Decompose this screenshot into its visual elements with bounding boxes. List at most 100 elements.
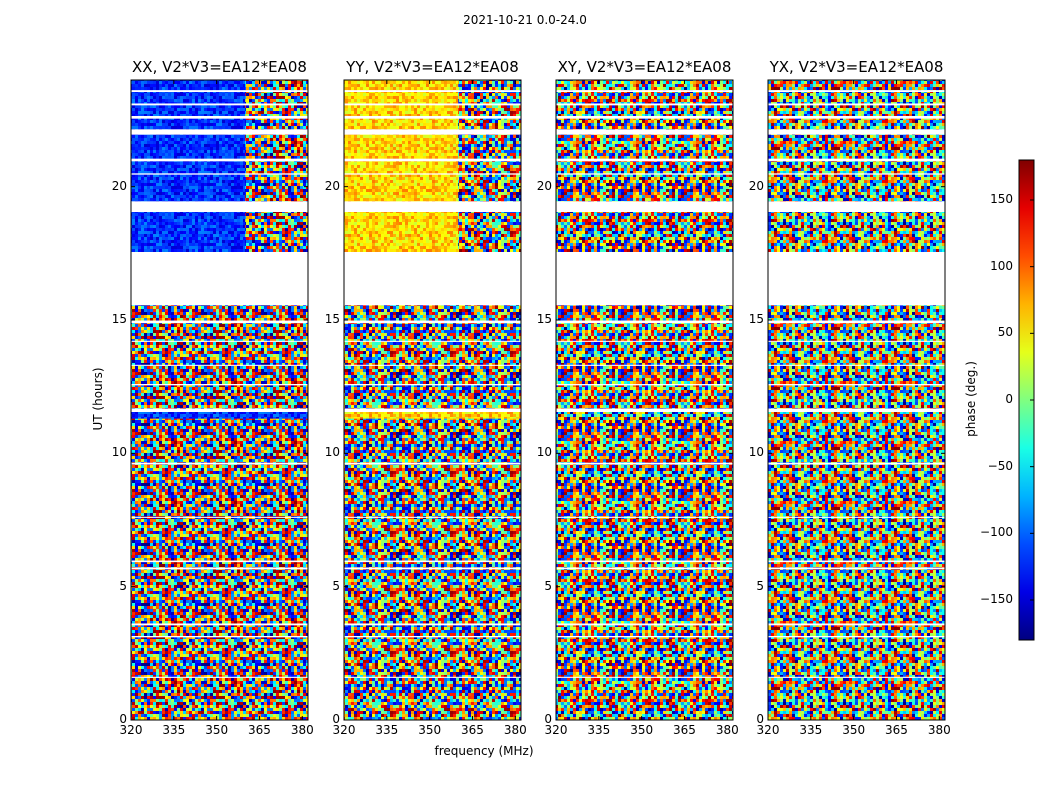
x-tick-label: 380 xyxy=(503,723,527,737)
flagged-time-gap xyxy=(344,129,521,135)
y-tick-label: 5 xyxy=(756,578,764,593)
coherent-phase-region xyxy=(131,80,246,254)
flagged-time-gap xyxy=(131,252,308,306)
flagged-time-gap xyxy=(768,462,945,465)
flagged-time-gap xyxy=(768,516,945,518)
y-tick-label: 15 xyxy=(748,312,764,326)
x-tick-label: 365 xyxy=(673,723,696,737)
flagged-time-gap xyxy=(131,116,308,119)
y-tick-label: 10 xyxy=(324,445,340,460)
x-tick-label: 365 xyxy=(248,723,271,737)
flagged-time-gap xyxy=(131,364,308,366)
y-tick-label: 5 xyxy=(332,578,340,593)
flagged-time-gap xyxy=(344,103,521,106)
panel-title: YX, V2*V3=EA12*EA08 xyxy=(769,58,944,76)
flagged-time-gap xyxy=(556,320,733,324)
flagged-time-gap xyxy=(344,364,521,366)
y-tick-label: 5 xyxy=(119,578,127,593)
panel-3 xyxy=(555,79,734,721)
flagged-time-gap xyxy=(344,636,521,638)
panel-frame xyxy=(130,79,309,721)
coherent-phase-region xyxy=(344,80,459,254)
flagged-time-gap xyxy=(556,408,733,412)
flagged-time-gap xyxy=(768,560,945,563)
flagged-time-gap xyxy=(768,116,945,119)
flagged-time-gap xyxy=(768,384,945,386)
x-tick-label: 335 xyxy=(587,723,611,737)
x-tick-label: 335 xyxy=(375,723,399,737)
x-tick-label: 335 xyxy=(799,723,823,737)
panel-1 xyxy=(130,79,309,721)
flagged-time-gap xyxy=(131,408,308,412)
panel-frame xyxy=(555,79,734,721)
x-tick-label: 320 xyxy=(332,723,356,737)
coherent-phase-band xyxy=(131,409,308,419)
flagged-time-gap xyxy=(556,516,733,518)
flagged-time-gap xyxy=(344,320,521,324)
panel-title: YY, V2*V3=EA12*EA08 xyxy=(346,58,519,76)
flagged-time-gap xyxy=(131,567,308,570)
flagged-time-gap xyxy=(131,623,308,626)
colorbar-tick-label: 100 xyxy=(990,258,1013,273)
flagged-time-gap xyxy=(768,158,945,162)
colorbar-tick-label: −50 xyxy=(987,458,1013,473)
flagged-time-gap xyxy=(556,636,733,638)
flagged-time-gap xyxy=(556,201,733,212)
y-tick-label: 5 xyxy=(544,578,552,593)
flagged-time-gap xyxy=(131,516,308,518)
flagged-time-gap xyxy=(344,384,521,386)
flagged-time-gap xyxy=(556,462,733,465)
flagged-time-gap xyxy=(768,623,945,626)
flagged-time-gap xyxy=(344,252,521,306)
flagged-time-gap xyxy=(556,90,733,92)
panel-frame xyxy=(767,79,946,721)
flagged-time-gap xyxy=(344,173,521,175)
y-tick-label: 10 xyxy=(536,445,552,460)
flagged-time-gap xyxy=(768,320,945,324)
x-tick-label: 365 xyxy=(885,723,908,737)
flagged-time-gap xyxy=(768,340,945,342)
panel-4 xyxy=(767,79,946,721)
flagged-time-gap xyxy=(556,252,733,306)
x-tick-label: 350 xyxy=(418,723,442,737)
flagged-time-gap xyxy=(768,103,945,106)
flagged-time-gap xyxy=(131,560,308,563)
flagged-time-gap xyxy=(131,103,308,106)
flagged-time-gap xyxy=(556,560,733,563)
flagged-time-gap xyxy=(556,173,733,175)
flagged-time-gap xyxy=(768,408,945,412)
flagged-time-gap xyxy=(768,90,945,92)
x-tick-label: 350 xyxy=(630,723,654,737)
flagged-time-gap xyxy=(131,340,308,342)
flagged-time-gap xyxy=(344,462,521,465)
flagged-time-gap xyxy=(768,173,945,175)
flagged-time-gap xyxy=(556,364,733,366)
y-tick-label: 15 xyxy=(111,312,127,326)
colorbar-label: phase (deg.) xyxy=(964,361,978,437)
phase-heatmap xyxy=(556,80,733,720)
flagged-time-gap xyxy=(131,129,308,135)
panel-frame xyxy=(343,79,522,721)
flagged-time-gap xyxy=(556,129,733,135)
y-tick-label: 10 xyxy=(748,445,764,460)
flagged-time-gap xyxy=(768,129,945,135)
flagged-time-gap xyxy=(131,384,308,386)
colorbar-tick-label: 50 xyxy=(997,325,1013,340)
flagged-time-gap xyxy=(131,636,308,638)
flagged-time-gap xyxy=(344,623,521,626)
phase-heatmap xyxy=(768,80,945,720)
flagged-time-gap xyxy=(344,516,521,518)
panel-title: XY, V2*V3=EA12*EA08 xyxy=(557,58,732,76)
flagged-time-gap xyxy=(768,636,945,638)
y-tick-label: 10 xyxy=(111,445,127,460)
x-tick-label: 350 xyxy=(205,723,229,737)
y-tick-label: 20 xyxy=(748,178,764,193)
flagged-time-gap xyxy=(556,103,733,106)
x-tick-label: 320 xyxy=(119,723,143,737)
flagged-time-gap xyxy=(131,173,308,175)
y-tick-label: 0 xyxy=(544,712,552,726)
flagged-time-gap xyxy=(344,676,521,678)
y-tick-label: 0 xyxy=(119,712,127,726)
